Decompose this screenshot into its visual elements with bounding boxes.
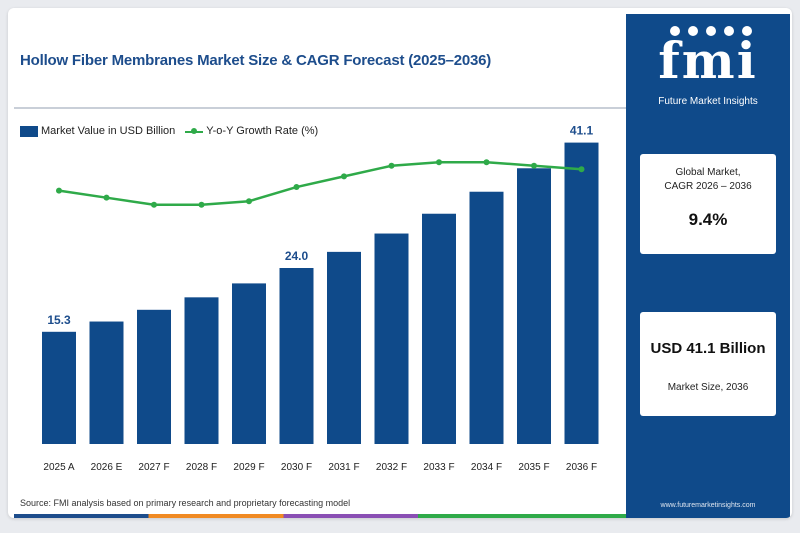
bar-11 — [564, 142, 599, 444]
logo-dots-icon — [664, 26, 754, 38]
legend-line-swatch — [185, 126, 204, 137]
bar-7 — [374, 233, 409, 444]
x-tick-label-11: 2036 F — [566, 462, 597, 473]
bar-1 — [89, 321, 124, 444]
footer-color-rule — [14, 514, 626, 518]
chart-card: Hollow Fiber Membranes Market Size & CAG… — [8, 8, 792, 518]
bar-line-chart: 2025 A 15.3 2026 E 2027 F 2028 F 2029 F 2030 F… — [42, 124, 599, 473]
x-tick-label-7: 2032 F — [376, 462, 407, 473]
chart-legend: Market Value in USD Billion Y-o-Y Growth… — [20, 125, 318, 137]
bar-4 — [232, 283, 266, 444]
growth-point-3 — [198, 201, 205, 208]
legend-bar-swatch — [20, 125, 38, 137]
x-tick-label-10: 2035 F — [518, 462, 549, 473]
growth-point-7 — [388, 162, 395, 169]
growth-point-9 — [483, 159, 490, 166]
bar-3 — [184, 297, 219, 444]
bar-0 — [42, 331, 76, 444]
x-tick-label-0: 2025 A — [43, 462, 74, 473]
bar-5 — [279, 268, 314, 444]
bar-8 — [422, 213, 456, 444]
growth-point-4 — [246, 198, 252, 205]
data-label-5: 24.0 — [285, 249, 309, 263]
bar-6 — [327, 251, 361, 444]
x-tick-label-1: 2026 E — [91, 462, 123, 473]
market-size-value: USD 41.1 Billion — [650, 340, 766, 357]
market-size-label: Market Size, 2036 — [667, 382, 749, 393]
x-tick-label-9: 2034 F — [471, 462, 502, 473]
logo-tagline: Future Market Insights — [658, 96, 758, 107]
growth-point-0 — [56, 187, 62, 194]
fmi-logo: fmi — [658, 31, 758, 90]
x-tick-label-4: 2029 F — [233, 462, 264, 473]
growth-rate-line — [58, 160, 582, 207]
website-url: www.futuremarketinsights.com — [660, 502, 756, 509]
chart-title: Hollow Fiber Membranes Market Size & CAG… — [20, 52, 492, 69]
x-tick-label-3: 2028 F — [186, 462, 217, 473]
growth-point-8 — [436, 159, 442, 166]
growth-point-5 — [293, 184, 300, 191]
cagr-label-line1: Global Market, — [675, 167, 741, 178]
legend-bar-label: Market Value in USD Billion — [41, 125, 176, 137]
data-label-11: 41.1 — [570, 124, 594, 138]
bar-10 — [517, 168, 551, 444]
cagr-label-line2: CAGR 2026 – 2036 — [664, 181, 752, 192]
legend-line-label: Y-o-Y Growth Rate (%) — [206, 125, 319, 137]
source-note: Source: FMI analysis based on primary re… — [20, 498, 351, 508]
bar-2 — [137, 309, 171, 444]
growth-point-2 — [151, 201, 157, 208]
title-divider — [14, 107, 626, 109]
bar-9 — [469, 191, 504, 444]
x-tick-label-5: 2030 F — [281, 462, 312, 473]
growth-point-10 — [531, 162, 537, 169]
cagr-value: 9.4% — [688, 210, 728, 229]
x-tick-label-6: 2031 F — [328, 462, 359, 473]
growth-point-11 — [578, 166, 585, 173]
growth-point-1 — [103, 194, 110, 201]
growth-point-6 — [341, 173, 347, 180]
cagr-box: Global Market, CAGR 2026 – 2036 9.4% — [640, 154, 776, 254]
data-label-0: 15.3 — [47, 313, 71, 327]
x-tick-label-2: 2027 F — [138, 462, 169, 473]
x-tick-label-8: 2033 F — [423, 462, 454, 473]
sidebar-panel: fmi Future Market Insights Global Market… — [626, 14, 790, 518]
market-size-box: USD 41.1 Billion Market Size, 2036 — [640, 312, 776, 416]
